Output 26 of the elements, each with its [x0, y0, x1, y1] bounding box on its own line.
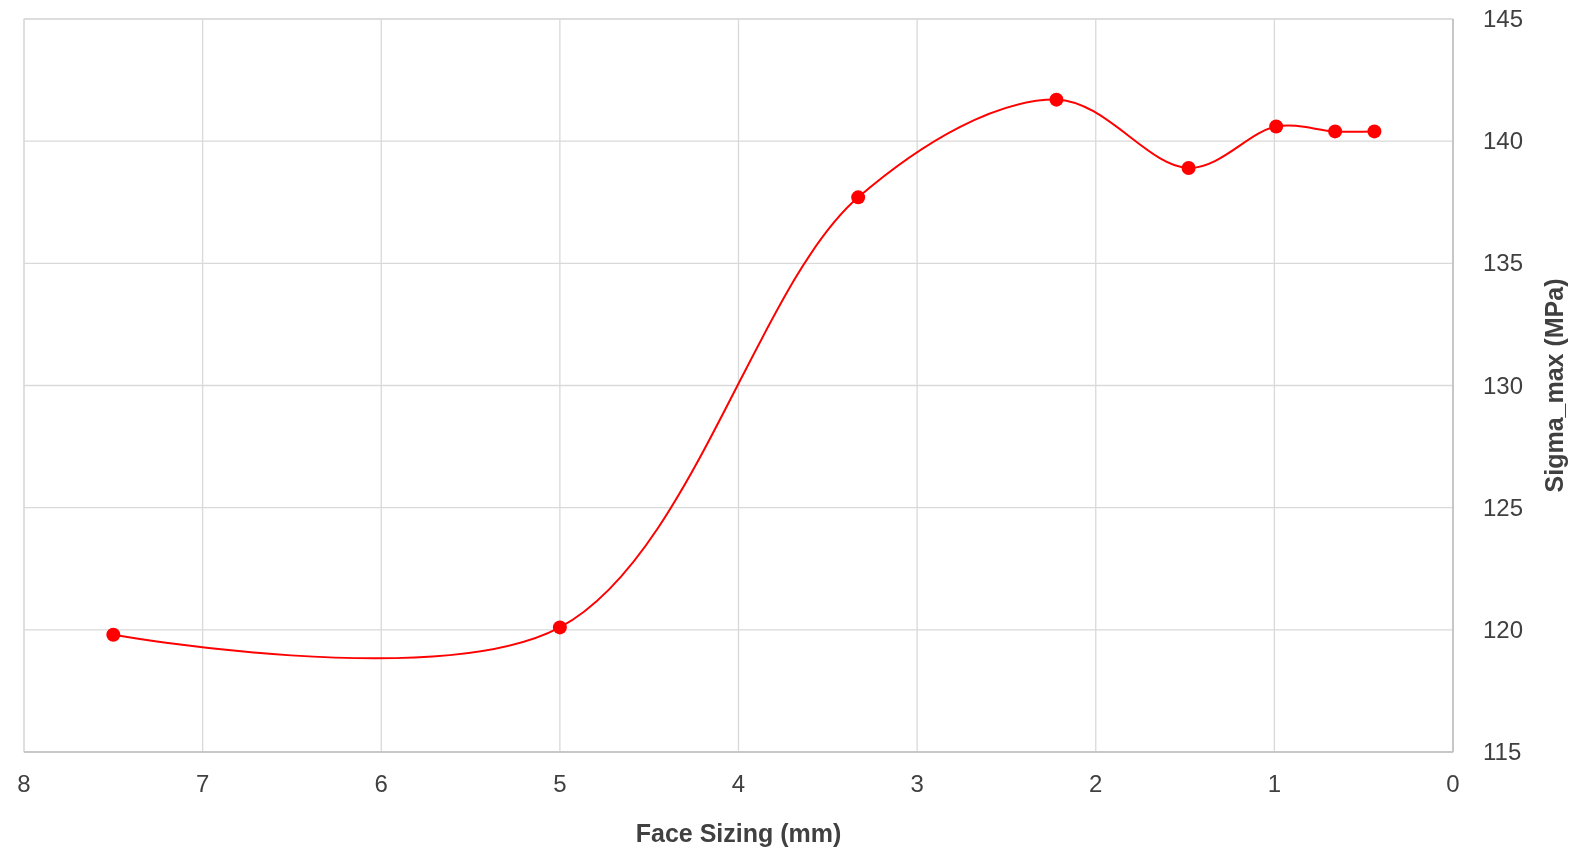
x-tick-label: 0 [1446, 770, 1460, 797]
x-tick-label: 1 [1267, 770, 1282, 797]
x-tick-label: 5 [553, 770, 567, 797]
x-axis-title: Face Sizing (mm) [635, 819, 842, 847]
point [851, 190, 866, 205]
y-tick-label: 130 [1483, 371, 1524, 399]
y-tick-label: 120 [1483, 615, 1524, 643]
y-tick-label: 145 [1483, 5, 1524, 32]
x-tick-label: 7 [195, 770, 210, 797]
y-tick-label: 125 [1483, 493, 1524, 521]
y-axis-title: Sigma_max (MPa) [1540, 278, 1568, 493]
point [1328, 124, 1343, 139]
point [1181, 161, 1196, 176]
x-tick-label: 6 [374, 770, 388, 797]
point [1367, 124, 1382, 139]
y-tick-label: 115 [1483, 738, 1522, 765]
y-tick-label: 140 [1483, 127, 1524, 155]
point [1269, 119, 1284, 134]
point [552, 620, 567, 635]
y-tick-label: 135 [1483, 249, 1524, 277]
x-tick-label: 3 [910, 770, 924, 797]
point [1049, 92, 1064, 107]
point [106, 627, 121, 642]
x-tick-label: 4 [731, 770, 746, 797]
x-tick-label: 8 [17, 770, 31, 797]
x-tick-label: 2 [1089, 770, 1103, 797]
